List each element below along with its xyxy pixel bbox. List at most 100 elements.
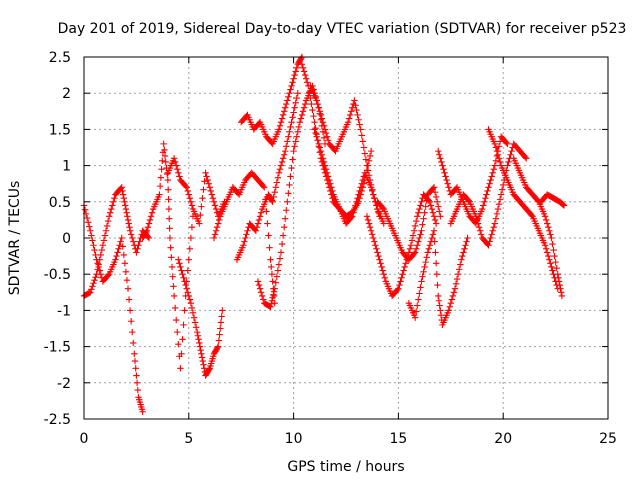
chart-title: Day 201 of 2019, Sidereal Day-to-day VTE… [58,21,627,37]
data-point [127,318,135,325]
data-point [254,278,262,285]
data-point [545,252,552,260]
data-point [178,267,185,274]
data-point [308,100,315,108]
data-point [274,174,282,181]
data-point [285,133,292,140]
data-point [94,260,101,267]
data-point [260,182,267,190]
data-point [552,258,559,266]
data-point [320,122,328,129]
data-point [124,285,132,292]
data-point [175,256,182,263]
data-point [357,126,364,133]
data-point [168,263,176,271]
data-point [134,245,141,253]
data-point [357,184,364,191]
y-tick-label: 0 [62,231,71,247]
data-point [91,277,98,284]
data-point [218,313,225,320]
data-point [555,278,563,285]
x-tick-label: 20 [494,431,512,447]
data-point [349,213,356,220]
data-point [99,242,107,249]
data-point [316,144,323,151]
data-point [318,115,326,122]
y-tick-label: 0.5 [49,195,71,211]
data-point [166,225,173,232]
data-point [113,252,120,260]
data-point [183,184,190,191]
data-point [505,158,512,166]
data-point [194,332,202,339]
data-point [214,344,221,352]
data-point [298,61,306,68]
data-point [199,194,206,202]
data-point [130,339,137,347]
data-point [269,294,276,301]
data-point [352,202,359,209]
data-point [486,238,493,245]
data-point [489,227,496,234]
data-point [314,100,321,108]
data-point [274,267,282,274]
data-point [164,176,172,184]
data-point [256,285,264,292]
data-point [277,162,285,169]
data-point [377,260,384,267]
data-point [175,169,182,177]
data-point [286,181,293,189]
data-point [284,97,291,104]
series-track-14 [374,184,444,263]
data-point [363,162,371,169]
data-point [147,213,155,220]
data-point [258,292,266,300]
x-tick-label: 10 [285,431,303,447]
data-point [370,234,377,242]
data-point [101,232,109,239]
data-point [103,222,111,230]
data-point [418,278,425,285]
data-point [213,223,221,231]
data-point [395,285,402,292]
data-point [279,155,287,162]
data-point [428,234,436,242]
data-point [429,231,437,238]
data-point [411,314,419,321]
data-point [301,71,309,79]
data-point [174,328,181,336]
data-point [92,274,99,281]
data-point [329,187,336,195]
data-point [131,357,139,365]
grid-lines [84,57,608,419]
data-point [423,254,430,261]
data-point [170,155,178,162]
series-track-12 [311,126,387,227]
data-point [198,354,206,361]
data-point [430,213,438,220]
data-point [184,267,191,274]
data-point [356,187,363,195]
data-point [345,115,353,122]
data-point [253,223,261,231]
data-point [242,234,249,242]
data-point [282,215,289,222]
x-tick-label: 25 [599,431,617,447]
series-track-3 [139,140,197,372]
data-point [286,128,293,136]
data-point [197,347,204,354]
data-point [173,162,180,169]
data-point [126,223,133,231]
data-point [544,249,551,256]
data-point [108,205,115,213]
data-point [146,216,154,224]
data-point [267,256,274,263]
data-point [182,182,189,190]
series-track-5 [175,256,226,379]
data-point [416,234,423,242]
data-point [433,271,441,278]
data-point [376,256,383,263]
data-point [181,307,188,314]
data-point [109,202,116,209]
series-track-13 [363,191,440,300]
